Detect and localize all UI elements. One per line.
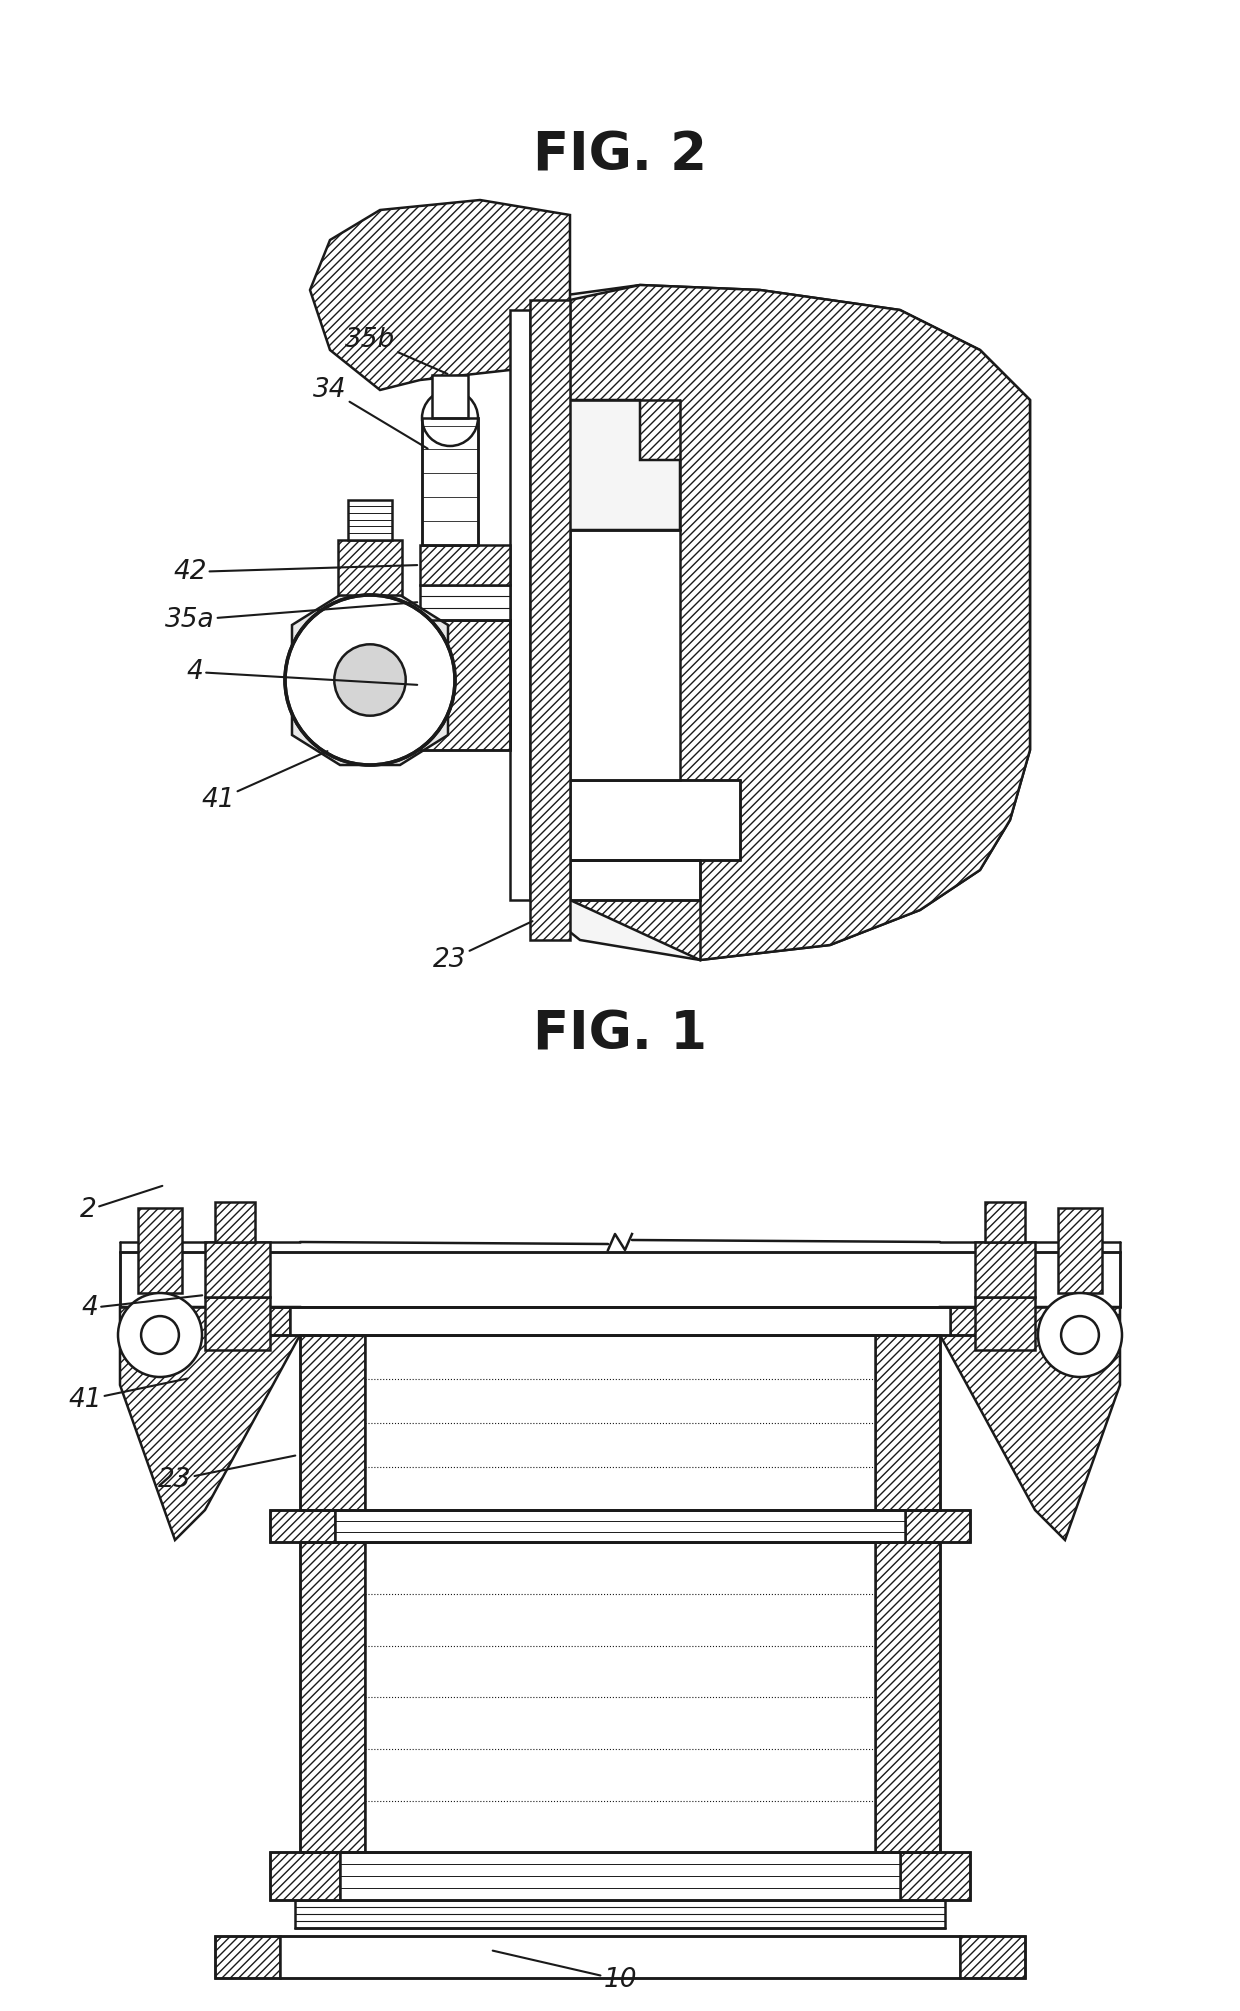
Bar	[270, 1510, 970, 1542]
Bar	[905, 1510, 970, 1542]
Text: FIG. 1: FIG. 1	[533, 1010, 707, 1062]
Bar	[335, 1510, 905, 1542]
Text: FIG. 2: FIG. 2	[533, 129, 707, 181]
Bar	[365, 1335, 875, 1510]
Text: 23: 23	[159, 1456, 295, 1492]
Bar	[975, 1297, 1035, 1349]
Bar	[215, 1307, 290, 1335]
Bar	[420, 619, 510, 750]
Bar	[432, 374, 467, 418]
Bar	[875, 1542, 940, 1852]
Text: 35a: 35a	[165, 601, 417, 633]
Bar	[950, 1307, 1025, 1335]
Bar	[420, 545, 510, 585]
Text: 41: 41	[201, 752, 327, 812]
Polygon shape	[529, 286, 1030, 959]
Bar	[300, 1335, 365, 1510]
Bar	[570, 780, 740, 861]
Bar	[570, 531, 680, 780]
Bar	[420, 585, 510, 619]
Circle shape	[422, 390, 477, 446]
Circle shape	[141, 1315, 179, 1353]
Bar	[290, 1307, 950, 1335]
Bar	[1058, 1209, 1102, 1293]
Text: 42: 42	[174, 559, 417, 585]
Bar	[529, 300, 570, 939]
Text: 2: 2	[79, 1186, 162, 1223]
Bar	[339, 541, 402, 595]
Circle shape	[285, 595, 455, 764]
Bar	[985, 1203, 1025, 1243]
Bar	[510, 310, 529, 901]
Bar	[138, 1209, 182, 1293]
Bar	[205, 1243, 270, 1297]
Bar	[270, 1852, 970, 1900]
Bar	[960, 1937, 1025, 1979]
Bar	[215, 1307, 1025, 1335]
Bar	[280, 1937, 960, 1979]
Bar	[300, 1542, 365, 1852]
Bar	[420, 619, 510, 750]
Text: 23: 23	[433, 921, 532, 973]
Bar	[340, 1852, 900, 1900]
Circle shape	[335, 644, 405, 716]
Bar	[570, 861, 701, 901]
Bar	[422, 418, 477, 545]
Polygon shape	[310, 199, 570, 390]
Bar	[215, 1937, 1025, 1979]
Bar	[348, 501, 392, 541]
Bar	[900, 1852, 970, 1900]
Bar	[215, 1937, 280, 1979]
Bar	[120, 1253, 1120, 1307]
Bar	[300, 1542, 940, 1852]
Bar	[300, 1335, 940, 1510]
Polygon shape	[291, 595, 448, 764]
Bar	[270, 1852, 340, 1900]
Bar	[270, 1510, 335, 1542]
Bar	[875, 1335, 940, 1510]
Polygon shape	[120, 1307, 300, 1540]
Text: 35b: 35b	[345, 328, 448, 374]
Text: 4: 4	[187, 660, 417, 686]
Text: 10: 10	[492, 1951, 637, 1993]
Bar	[205, 1297, 270, 1349]
Bar	[422, 418, 477, 545]
Polygon shape	[940, 1307, 1120, 1540]
Bar	[215, 1203, 255, 1243]
Text: 4: 4	[82, 1295, 202, 1321]
Text: 34: 34	[314, 376, 428, 448]
Circle shape	[118, 1293, 202, 1378]
Text: 41: 41	[68, 1380, 187, 1414]
Circle shape	[1038, 1293, 1122, 1378]
Bar	[975, 1243, 1035, 1297]
Bar	[295, 1900, 945, 1929]
Polygon shape	[570, 286, 1030, 959]
Bar	[365, 1542, 875, 1852]
Circle shape	[1061, 1315, 1099, 1353]
